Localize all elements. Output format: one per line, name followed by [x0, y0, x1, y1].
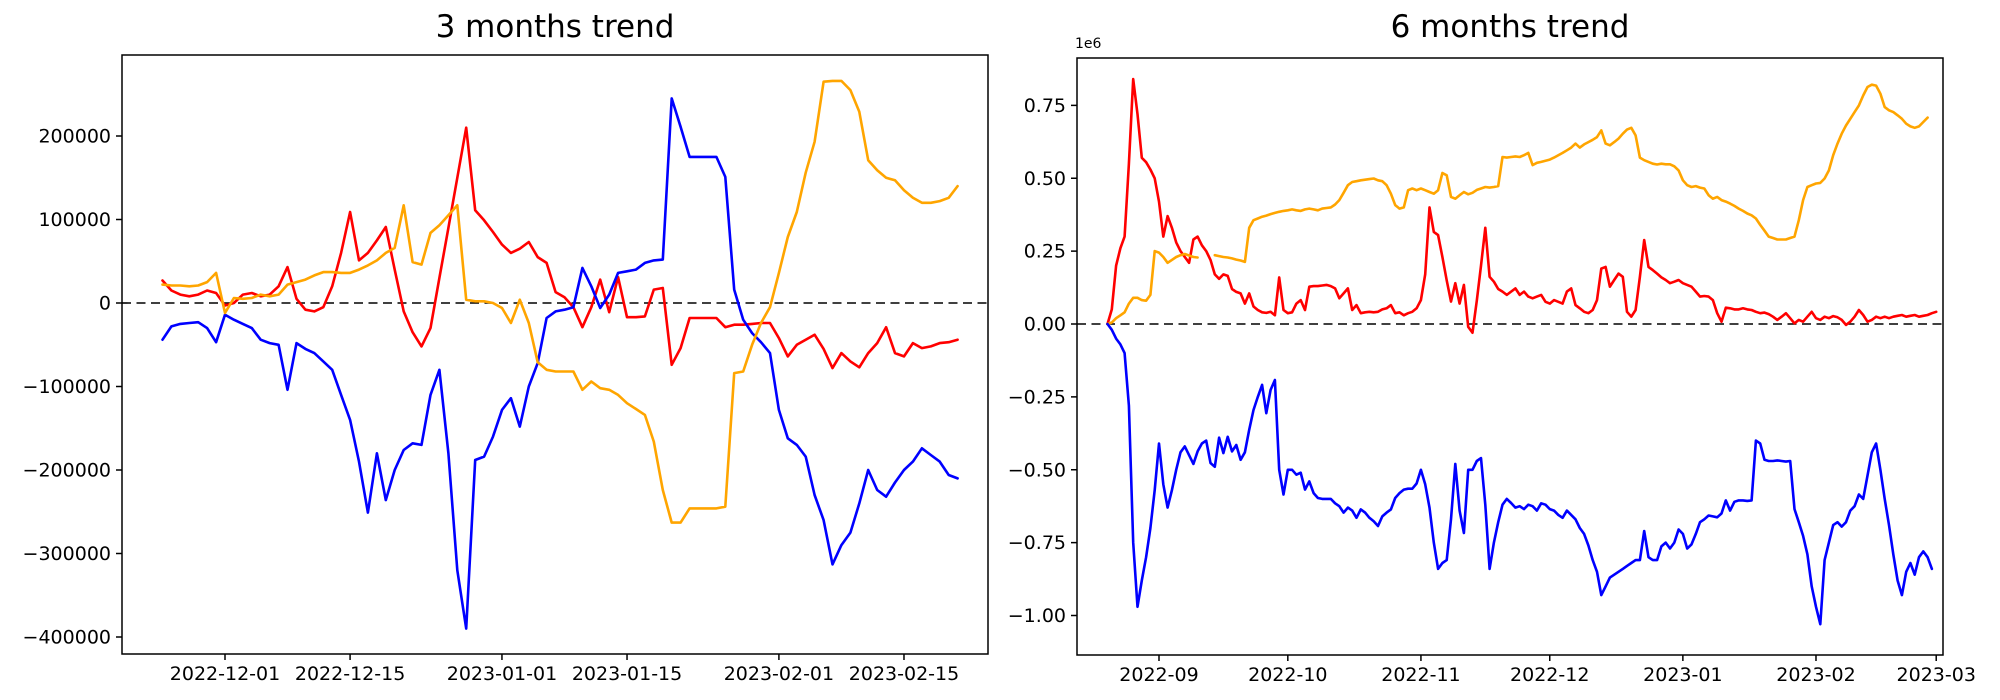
- y-tick-label: 0.75: [1024, 95, 1066, 117]
- y-tick-label: 0.50: [1024, 168, 1066, 190]
- x-tick-label: 2023-01-15: [572, 663, 682, 685]
- y-tick-label: 200000: [38, 126, 111, 148]
- series-line-red: [1106, 77, 1938, 335]
- y-tick-label: −0.75: [1008, 532, 1066, 554]
- x-tick-label: 2022-12: [1510, 664, 1589, 686]
- x-tick-label: 2023-03: [1897, 664, 1976, 686]
- plot-spines: [121, 54, 989, 655]
- x-tick-label: 2022-10: [1248, 664, 1327, 686]
- x-tick-label: 2022-12-15: [295, 663, 405, 685]
- x-tick-label: 2022-09: [1119, 664, 1198, 686]
- y-tick-label: −200000: [23, 460, 111, 482]
- chart-group-0: 200000 100000 0 −100000 −200000 −300000 −40000…: [23, 54, 989, 685]
- y-tick-label: 100000: [38, 209, 111, 231]
- y-tick-label: −100000: [23, 376, 111, 398]
- y-tick-label: −0.25: [1008, 386, 1066, 408]
- chart-title-3-months-trend: 3 months trend: [435, 9, 675, 45]
- x-tick-label: 2022-11: [1381, 664, 1460, 686]
- x-tick-label: 2023-02: [1776, 664, 1855, 686]
- y-tick-label: −1.00: [1008, 605, 1066, 627]
- y-tick-label: 0.00: [1024, 314, 1066, 336]
- x-tick-label: 2023-01-01: [447, 663, 557, 685]
- x-tick-label: 2023-01: [1643, 664, 1722, 686]
- series-line-blue: [1106, 322, 1934, 626]
- series-line-red: [161, 126, 959, 370]
- chart-title-6-months-trend: 6 months trend: [1390, 9, 1630, 45]
- series-line-blue: [161, 97, 959, 630]
- y-tick-label: −300000: [23, 543, 111, 565]
- y-axis-offset-label-1e6: 1e6: [1075, 36, 1102, 52]
- y-tick-label: −0.50: [1008, 459, 1066, 481]
- x-tick-label: 2023-02-01: [724, 663, 834, 685]
- y-tick-label: −400000: [23, 627, 111, 649]
- x-tick-label: 2022-12-01: [170, 663, 280, 685]
- plot-spines: [1076, 57, 1944, 656]
- y-tick-label: 0: [99, 293, 111, 315]
- series-line-orange: [1213, 83, 1929, 264]
- series-line-orange: [1106, 249, 1199, 326]
- y-tick-label: 0.25: [1024, 241, 1066, 263]
- x-tick-label: 2023-02-15: [849, 663, 959, 685]
- series-line-orange: [161, 79, 959, 524]
- chart-group-1: 0.75 0.50 0.25 0.00 −0.25 −0.50 −0.75 −1.00 2022…: [1008, 57, 1976, 686]
